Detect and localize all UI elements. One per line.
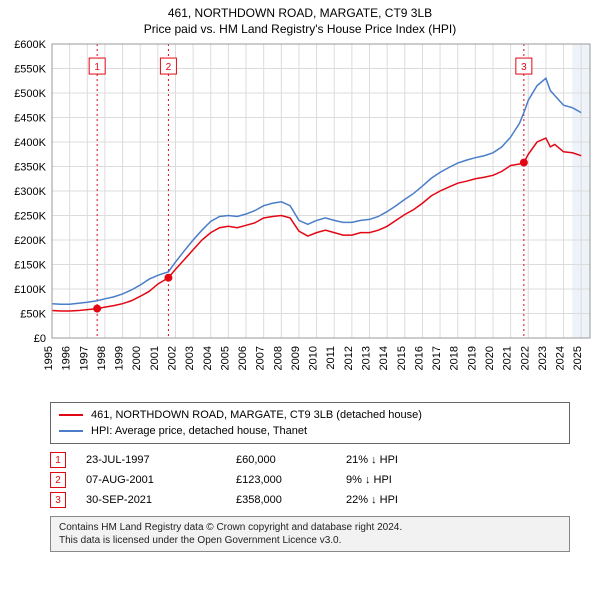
svg-text:2008: 2008 — [272, 346, 284, 370]
svg-text:2014: 2014 — [378, 346, 390, 370]
footer-line: This data is licensed under the Open Gov… — [59, 534, 561, 547]
svg-text:2022: 2022 — [519, 346, 531, 370]
sale-price: £358,000 — [236, 494, 346, 506]
svg-text:£150K: £150K — [14, 260, 46, 272]
svg-text:£500K: £500K — [14, 88, 46, 100]
svg-text:2009: 2009 — [290, 346, 302, 370]
chart: £0 £50K £100K £150K £200K £250K £300K £350K £400… — [0, 36, 600, 396]
sale-marker-number: 3 — [55, 495, 61, 506]
sale-marker-box: 1 — [50, 452, 66, 468]
sale-marker-number: 2 — [55, 475, 61, 486]
sale-marker-box: 2 — [50, 472, 66, 488]
legend: 461, NORTHDOWN ROAD, MARGATE, CT9 3LB (d… — [50, 402, 570, 444]
svg-text:2012: 2012 — [343, 346, 355, 370]
svg-text:£350K: £350K — [14, 162, 46, 174]
sale-row: 2 07-AUG-2001 £123,000 9% ↓ HPI — [50, 470, 570, 490]
chart-title: 461, NORTHDOWN ROAD, MARGATE, CT9 3LB — [0, 6, 600, 20]
sale-row: 3 30-SEP-2021 £358,000 22% ↓ HPI — [50, 490, 570, 510]
svg-text:£250K: £250K — [14, 211, 46, 223]
svg-text:1995: 1995 — [43, 346, 55, 370]
svg-text:£550K: £550K — [14, 64, 46, 76]
svg-text:1998: 1998 — [96, 346, 108, 370]
footer-note: Contains HM Land Registry data © Crown c… — [50, 516, 570, 552]
legend-item: HPI: Average price, detached house, Than… — [59, 423, 561, 439]
svg-text:2024: 2024 — [555, 346, 567, 370]
sale-marker-number: 1 — [55, 455, 61, 466]
svg-text:2000: 2000 — [131, 346, 143, 370]
sale-diff: 9% ↓ HPI — [346, 474, 496, 486]
svg-text:£50K: £50K — [20, 309, 46, 321]
svg-text:2023: 2023 — [537, 346, 549, 370]
sale-price: £123,000 — [236, 474, 346, 486]
svg-text:1999: 1999 — [114, 346, 126, 370]
footer-line: Contains HM Land Registry data © Crown c… — [59, 521, 561, 534]
svg-text:2013: 2013 — [361, 346, 373, 370]
svg-text:2003: 2003 — [184, 346, 196, 370]
svg-text:2015: 2015 — [396, 346, 408, 370]
svg-text:2011: 2011 — [325, 346, 337, 370]
legend-swatch — [59, 414, 83, 416]
svg-text:1997: 1997 — [78, 346, 90, 370]
svg-text:£0: £0 — [34, 333, 46, 345]
legend-swatch — [59, 430, 83, 432]
sales-table: 1 23-JUL-1997 £60,000 21% ↓ HPI 2 07-AUG… — [50, 450, 570, 510]
svg-text:3: 3 — [521, 62, 527, 73]
svg-text:1: 1 — [94, 62, 100, 73]
svg-text:2010: 2010 — [308, 346, 320, 370]
svg-text:2018: 2018 — [449, 346, 461, 370]
svg-text:2006: 2006 — [237, 346, 249, 370]
svg-text:2004: 2004 — [202, 346, 214, 370]
svg-text:2016: 2016 — [413, 346, 425, 370]
legend-label: HPI: Average price, detached house, Than… — [91, 425, 307, 437]
svg-text:1996: 1996 — [61, 346, 73, 370]
svg-text:£300K: £300K — [14, 186, 46, 198]
svg-text:2007: 2007 — [255, 346, 267, 370]
sale-diff: 22% ↓ HPI — [346, 494, 496, 506]
sale-date: 23-JUL-1997 — [86, 454, 236, 466]
legend-item: 461, NORTHDOWN ROAD, MARGATE, CT9 3LB (d… — [59, 407, 561, 423]
chart-svg: £0 £50K £100K £150K £200K £250K £300K £350K £400… — [0, 36, 600, 396]
svg-text:£450K: £450K — [14, 113, 46, 125]
svg-text:£200K: £200K — [14, 235, 46, 247]
title-block: 461, NORTHDOWN ROAD, MARGATE, CT9 3LB Pr… — [0, 0, 600, 36]
svg-text:2025: 2025 — [572, 346, 584, 370]
svg-text:£600K: £600K — [14, 39, 46, 51]
svg-text:2005: 2005 — [219, 346, 231, 370]
sale-date: 07-AUG-2001 — [86, 474, 236, 486]
sale-row: 1 23-JUL-1997 £60,000 21% ↓ HPI — [50, 450, 570, 470]
svg-text:2021: 2021 — [502, 346, 514, 370]
sale-price: £60,000 — [236, 454, 346, 466]
svg-text:2017: 2017 — [431, 346, 443, 370]
sale-diff: 21% ↓ HPI — [346, 454, 496, 466]
svg-text:2002: 2002 — [166, 346, 178, 370]
chart-subtitle: Price paid vs. HM Land Registry's House … — [0, 22, 600, 36]
legend-label: 461, NORTHDOWN ROAD, MARGATE, CT9 3LB (d… — [91, 409, 422, 421]
svg-text:2: 2 — [166, 62, 172, 73]
sale-date: 30-SEP-2021 — [86, 494, 236, 506]
sale-marker-box: 3 — [50, 492, 66, 508]
svg-text:2020: 2020 — [484, 346, 496, 370]
svg-text:2019: 2019 — [466, 346, 478, 370]
svg-text:£100K: £100K — [14, 284, 46, 296]
svg-text:2001: 2001 — [149, 346, 161, 370]
svg-text:£400K: £400K — [14, 137, 46, 149]
figure: 461, NORTHDOWN ROAD, MARGATE, CT9 3LB Pr… — [0, 0, 600, 552]
